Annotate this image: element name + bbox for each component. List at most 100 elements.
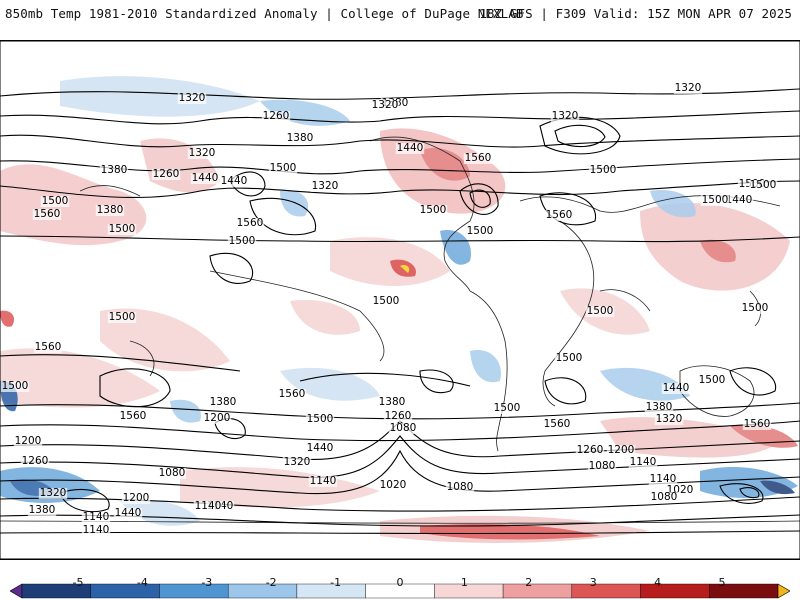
colorbar-tick-label: -2 <box>265 576 277 589</box>
contour-label: 1260 <box>153 168 180 180</box>
contour-label: 1140 <box>310 475 337 487</box>
contour-label: 1500 <box>2 380 29 392</box>
contour-label: 1380 <box>287 132 314 144</box>
contour-label-bg <box>0 381 30 392</box>
contour-label: 1440 <box>397 142 424 154</box>
contour-label: 1500 <box>494 402 521 414</box>
contour-label-bg <box>219 176 249 187</box>
contour-label-bg <box>370 100 400 111</box>
contour-label: 1560 <box>120 410 147 422</box>
contour-label-bg <box>107 312 137 323</box>
contour-label-bg <box>465 226 495 237</box>
contour-label-bg <box>107 224 137 235</box>
colorbar-segment <box>159 583 229 599</box>
contour-label: 1080 <box>390 422 417 434</box>
contour-label-bg <box>282 457 312 468</box>
contour-label-bg <box>388 423 418 434</box>
contour-label: 1260 <box>577 444 604 456</box>
contour-label: 1440 <box>192 172 219 184</box>
contour-label-bg <box>661 383 691 394</box>
contour-label-bg <box>395 143 425 154</box>
contour-label: 1560 <box>279 388 306 400</box>
contour-label: 1320 <box>189 147 216 159</box>
contour-label: 1560 <box>34 208 61 220</box>
contour-label-bg <box>227 236 257 247</box>
contour-label-bg <box>588 165 618 176</box>
contour-label: 1380 <box>97 204 124 216</box>
contour-label: 1500 <box>109 311 136 323</box>
contour-label-bg <box>208 397 238 408</box>
contour-label-bg <box>268 163 298 174</box>
contour-label: 1560 <box>544 418 571 430</box>
contour-label-bg <box>305 414 335 425</box>
contour-label: 1560 <box>35 341 62 353</box>
contour-label: 1140 <box>83 511 110 523</box>
contour-label-bg <box>371 296 401 307</box>
contour-label: 1560 <box>237 217 264 229</box>
contour-label-bg <box>648 474 678 485</box>
contour-label-bg <box>383 411 413 422</box>
contour-label-bg <box>628 457 658 468</box>
contour-label-bg <box>121 493 151 504</box>
height-contours <box>0 88 800 535</box>
contour-label: 1140 <box>630 456 657 468</box>
contour-label-bg <box>33 342 63 353</box>
contour-label: 1500 <box>699 374 726 386</box>
colorbar-tick-label: -4 <box>136 576 148 589</box>
contour-label-bg <box>418 205 448 216</box>
contour-label: 1140 <box>83 524 110 536</box>
colorbar-extend-low <box>10 583 23 599</box>
contour-label-bg <box>606 445 636 456</box>
contour-label-bg <box>587 461 617 472</box>
contour-label-bg <box>190 173 220 184</box>
contour-label-bg <box>193 501 223 512</box>
contour-label-bg <box>285 133 315 144</box>
contour-label-bg <box>81 525 111 536</box>
colorbar-tick-label: -5 <box>72 576 84 589</box>
colorbar-tick-label: -3 <box>201 576 213 589</box>
contour-label-bg <box>492 403 522 414</box>
contour-label: 1140 <box>650 473 677 485</box>
contour-label-bg <box>542 419 572 430</box>
colorbar-tick-label: 2 <box>525 576 533 589</box>
colorbar-tick-label: 3 <box>589 576 597 589</box>
colorbar-tick-label: -1 <box>330 576 342 589</box>
colorbar-tick-label: 1 <box>460 576 468 589</box>
contour-label-bg <box>151 169 181 180</box>
contour-label: 1020 <box>380 479 407 491</box>
contour-label: 1440 <box>115 507 142 519</box>
contour-label-bg <box>697 375 727 386</box>
contour-label: 1500 <box>587 305 614 317</box>
contour-label: 1260 <box>263 110 290 122</box>
map-canvas: 1320 1320 1380 1320 1260 1380 1320 1440 1560 1320… <box>0 41 800 559</box>
contour-label-bg <box>673 83 703 94</box>
contour-label-bg <box>308 476 338 487</box>
colorbar-segment <box>571 583 641 599</box>
colorbar-extend-high <box>777 583 790 599</box>
contour-label: 1500 <box>229 235 256 247</box>
contour-label-bg <box>95 205 125 216</box>
contour-labels: 1320 1320 1380 1320 1260 1380 1320 1440 1560 1320… <box>0 82 778 536</box>
contour-label: 1440 <box>221 175 248 187</box>
contour-label: 1500 <box>742 302 769 314</box>
contour-label: 1500 <box>556 352 583 364</box>
contour-label-bg <box>13 436 43 447</box>
contour-label: 1320 <box>312 180 339 192</box>
contour-label-bg <box>700 195 730 206</box>
colorbar-segment <box>90 583 160 599</box>
contour-label: 1320 <box>552 110 579 122</box>
anomaly-map: 1320 1320 1380 1320 1260 1380 1320 1440 1560 1320… <box>0 40 800 560</box>
contour-label-bg <box>20 456 50 467</box>
contour-label: 1560 <box>744 418 771 430</box>
contour-label: 1320 <box>656 413 683 425</box>
contour-label-bg <box>40 196 70 207</box>
contour-label: 1200 <box>15 435 42 447</box>
contour-label: 1500 <box>590 164 617 176</box>
contour-label: 1380 <box>379 396 406 408</box>
contour-label-bg <box>724 195 754 206</box>
contour-label: 1320 <box>372 99 399 111</box>
chart-title: 850mb Temp 1981-2010 Standardized Anomal… <box>5 6 524 21</box>
contour-label: 1320 <box>284 456 311 468</box>
model-run-info: 18Z GFS | F309 Valid: 15Z MON APR 07 202… <box>479 6 792 21</box>
contour-label-bg <box>654 414 684 425</box>
